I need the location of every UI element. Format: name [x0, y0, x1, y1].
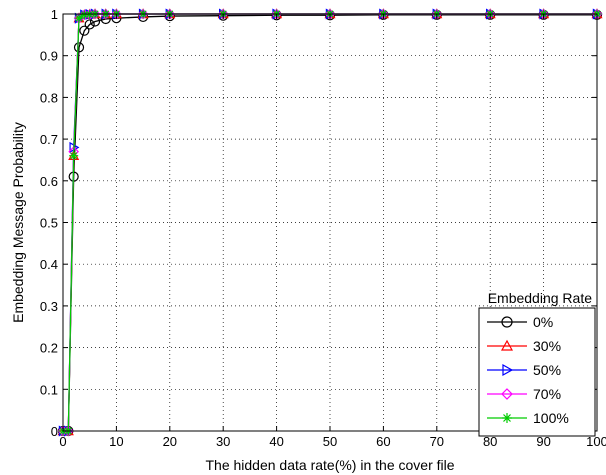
x-tick-label: 30 — [216, 434, 230, 449]
data-point — [84, 19, 95, 30]
x-tick-label: 10 — [109, 434, 123, 449]
grid-lines — [63, 14, 597, 431]
y-tick-label: 0.2 — [40, 341, 58, 356]
y-tick-label: 0.4 — [40, 257, 58, 272]
y-tick-label: 0.5 — [40, 216, 58, 231]
data-point — [73, 42, 85, 53]
legend-marker — [501, 316, 513, 328]
legend-box — [478, 307, 596, 437]
data-point — [74, 13, 84, 23]
legend-entry: 50% — [487, 362, 561, 378]
x-tick-label: 80 — [483, 434, 497, 449]
legend-label: 50% — [533, 362, 561, 378]
data-point — [79, 25, 90, 36]
y-axis-label: Embedding Message Probability — [10, 122, 26, 323]
y-tick-label: 0.1 — [40, 382, 58, 397]
legend-entry: 100% — [487, 410, 569, 426]
legend-entry: 0% — [487, 314, 553, 330]
legend-label: 70% — [533, 386, 561, 402]
legend-marker — [502, 363, 514, 377]
legend-entry: 70% — [487, 386, 561, 402]
x-tick-label: 20 — [163, 434, 177, 449]
legend: 0% 30% 50% 70% 100% — [478, 307, 596, 437]
x-tick-label: 40 — [269, 434, 283, 449]
legend-label: 0% — [533, 314, 553, 330]
y-tick-label: 0.9 — [40, 49, 58, 64]
x-tick-label: 90 — [536, 434, 550, 449]
y-tick-label: 0.6 — [40, 174, 58, 189]
legend-marker — [501, 388, 513, 400]
y-tick-label: 1 — [51, 7, 58, 22]
x-tick-label: 50 — [323, 434, 337, 449]
x-tick-label: 70 — [430, 434, 444, 449]
legend-entry: 30% — [487, 338, 561, 354]
legend-label: 100% — [533, 410, 569, 426]
y-tick-label: 0.7 — [40, 132, 58, 147]
legend-title: Embedding Rate — [488, 290, 593, 306]
data-point — [79, 10, 89, 20]
x-axis-label: The hidden data rate(%) in the cover fil… — [205, 457, 454, 473]
y-tick-label: 0.3 — [40, 299, 58, 314]
x-tick-label: 60 — [376, 434, 390, 449]
x-tick-label: 100 — [586, 434, 606, 449]
y-tick-label: 0 — [51, 424, 58, 439]
x-tick-label: 0 — [59, 434, 66, 449]
legend-marker — [502, 413, 512, 423]
legend-label: 30% — [533, 338, 561, 354]
axis-ticks: 0 10 20 30 40 50 60 70 80 90 100 0 0.1 0.2 0.3 0.4 0.5 0.… — [40, 7, 606, 449]
legend-marker — [500, 339, 514, 351]
data-point — [69, 151, 79, 161]
y-tick-label: 0.8 — [40, 90, 58, 105]
